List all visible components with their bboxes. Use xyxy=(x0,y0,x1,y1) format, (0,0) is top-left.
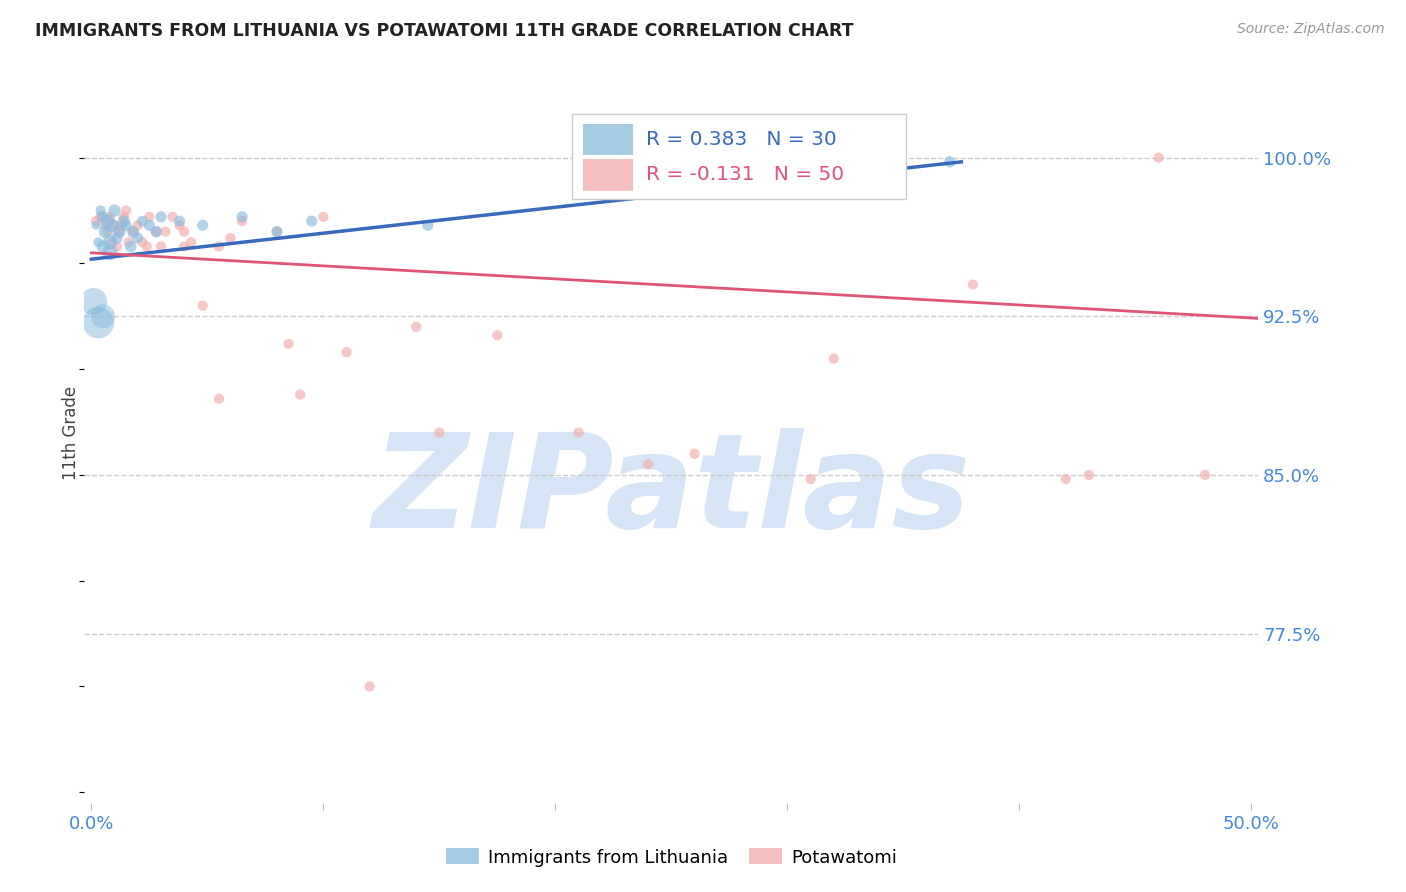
Point xyxy=(127,219,149,233)
Point xyxy=(219,231,242,245)
Point xyxy=(162,210,184,224)
Point xyxy=(105,231,128,245)
Point xyxy=(823,351,845,366)
Point xyxy=(87,316,110,330)
Text: IMMIGRANTS FROM LITHUANIA VS POTAWATOMI 11TH GRADE CORRELATION CHART: IMMIGRANTS FROM LITHUANIA VS POTAWATOMI … xyxy=(35,22,853,40)
Point xyxy=(98,235,121,250)
Text: R = 0.383   N = 30: R = 0.383 N = 30 xyxy=(645,130,837,149)
Point xyxy=(266,225,288,239)
Point xyxy=(90,203,112,218)
Point xyxy=(231,214,253,228)
Point xyxy=(97,214,120,228)
Point xyxy=(301,214,323,228)
Point xyxy=(87,235,110,250)
Point xyxy=(131,214,153,228)
Point xyxy=(90,210,112,224)
FancyBboxPatch shape xyxy=(583,124,633,155)
Point xyxy=(94,219,117,233)
Point xyxy=(138,219,160,233)
Point xyxy=(136,239,159,253)
Point xyxy=(266,225,288,239)
Point xyxy=(145,225,167,239)
Point xyxy=(122,225,145,239)
Point xyxy=(288,387,311,401)
Point xyxy=(122,225,145,239)
Point xyxy=(427,425,450,440)
Point xyxy=(105,239,128,253)
Point xyxy=(91,239,114,253)
Point xyxy=(173,225,195,239)
Point xyxy=(180,235,202,250)
Point xyxy=(84,219,107,233)
Point xyxy=(208,239,231,253)
Point xyxy=(405,319,427,334)
Point xyxy=(138,210,160,224)
Point xyxy=(103,203,125,218)
Point xyxy=(173,239,195,253)
Point xyxy=(1194,467,1216,482)
Point xyxy=(83,294,105,309)
Point xyxy=(91,210,114,224)
Point xyxy=(359,680,381,694)
Point xyxy=(823,171,845,186)
Point xyxy=(155,225,177,239)
Point xyxy=(567,425,589,440)
FancyBboxPatch shape xyxy=(583,160,633,191)
Point xyxy=(131,235,153,250)
Point xyxy=(1147,151,1170,165)
Point xyxy=(112,214,135,228)
Point xyxy=(115,219,138,233)
Point xyxy=(962,277,984,292)
Point xyxy=(101,235,124,250)
Point xyxy=(94,225,117,239)
Text: R = -0.131   N = 50: R = -0.131 N = 50 xyxy=(645,166,844,185)
Point xyxy=(127,231,149,245)
Point xyxy=(683,447,706,461)
Point xyxy=(191,219,214,233)
Point xyxy=(191,299,214,313)
Point xyxy=(939,154,962,169)
Point xyxy=(637,458,659,472)
Point xyxy=(110,219,132,233)
Point xyxy=(1078,467,1101,482)
Point xyxy=(169,214,191,228)
Text: ZIPatlas: ZIPatlas xyxy=(373,428,970,556)
Point xyxy=(98,245,121,260)
Text: Source: ZipAtlas.com: Source: ZipAtlas.com xyxy=(1237,22,1385,37)
Point xyxy=(101,219,124,233)
Point xyxy=(91,310,114,324)
Point xyxy=(103,219,125,233)
Point xyxy=(169,219,191,233)
Point xyxy=(108,225,131,239)
Point xyxy=(120,239,142,253)
Legend: Immigrants from Lithuania, Potawatomi: Immigrants from Lithuania, Potawatomi xyxy=(439,841,904,874)
Point xyxy=(312,210,335,224)
Point xyxy=(149,210,172,224)
Y-axis label: 11th Grade: 11th Grade xyxy=(62,385,80,480)
FancyBboxPatch shape xyxy=(572,114,907,200)
Point xyxy=(486,328,509,343)
Point xyxy=(145,225,167,239)
Point xyxy=(115,203,138,218)
Point xyxy=(149,239,172,253)
Point xyxy=(208,392,231,406)
Point xyxy=(112,210,135,224)
Point xyxy=(1054,472,1077,486)
Point xyxy=(231,210,253,224)
Point xyxy=(84,214,107,228)
Point xyxy=(416,219,439,233)
Point xyxy=(97,225,120,239)
Point xyxy=(335,345,357,359)
Point xyxy=(800,472,823,486)
Point xyxy=(117,235,139,250)
Point xyxy=(98,210,121,224)
Point xyxy=(108,225,131,239)
Point xyxy=(277,336,299,351)
